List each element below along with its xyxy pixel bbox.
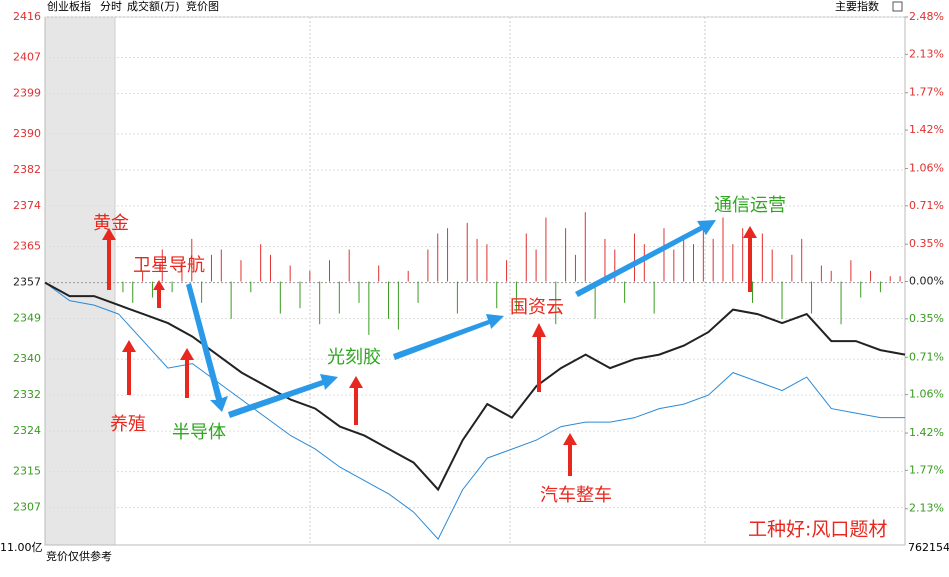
y-tick-label: 2374 [13,199,41,212]
y2-tick-label: 1.42% [909,123,944,136]
annotation: 国资云 [510,297,564,318]
y2-tick-label: 1.42% [909,426,944,439]
y2-tick-label: 2.13% [909,502,944,515]
y-tick-label: 2315 [13,465,41,478]
y-tick-label: 2307 [13,501,41,514]
price-line [44,281,906,492]
watermark: 工种好:风口题材 [748,519,887,541]
volume-right-label: 762154 [908,541,949,554]
y2-tick-label: 0.71% [909,350,944,363]
annotation: 养殖 [110,413,146,435]
y-tick-label: 2407 [13,51,41,64]
y2-tick-label: 2.13% [909,47,944,60]
y2-tick-label: 0.71% [909,199,944,212]
toggle[interactable] [892,1,903,12]
annotation: 半导体 [172,422,226,443]
y-tick-label: 2390 [13,127,41,140]
y-tick-label: 2357 [13,276,41,289]
chart-title: 创业板指 [47,0,91,13]
tab[interactable]: 成交额(万) [127,0,180,13]
y2-tick-label: 0.35% [909,237,944,250]
annotation: 黄金 [93,213,129,234]
y-tick-label: 2416 [13,10,41,23]
y-tick-label: 2382 [13,163,41,176]
tab[interactable]: 分时 [100,0,122,13]
volume-left-label: 11.00亿 [0,541,43,554]
y2-tick-label: 1.77% [909,463,944,476]
y2-tick-label: 2.48% [909,10,944,23]
y2-tick-label: 1.06% [909,388,944,401]
y2-tick-label: 0.35% [909,312,944,325]
annotation: 汽车整车 [540,485,612,506]
y2-tick-label: 1.77% [909,86,944,99]
y-tick-label: 2324 [13,424,41,437]
y-tick-label: 2332 [13,388,41,401]
y2-tick-label: 0.00% [909,275,944,288]
annotation: 光刻胶 [327,347,381,368]
blue-arrows [186,220,716,418]
tab[interactable]: 竞价图 [186,0,219,13]
red-arrows [102,226,757,476]
annotation: 卫星导航 [133,255,205,276]
grid [44,16,908,546]
y-tick-label: 2399 [13,87,41,100]
y-tick-label: 2349 [13,312,41,325]
annotation: 通信运营 [714,195,786,216]
y-tick-label: 2340 [13,352,41,365]
y-tick-label: 2365 [13,240,41,253]
auction-area [45,17,115,545]
y2-tick-label: 1.06% [909,161,944,174]
auction-note: 竞价仅供参考 [46,549,112,563]
right-title[interactable]: 主要指数 [835,0,879,13]
frame [44,16,906,546]
